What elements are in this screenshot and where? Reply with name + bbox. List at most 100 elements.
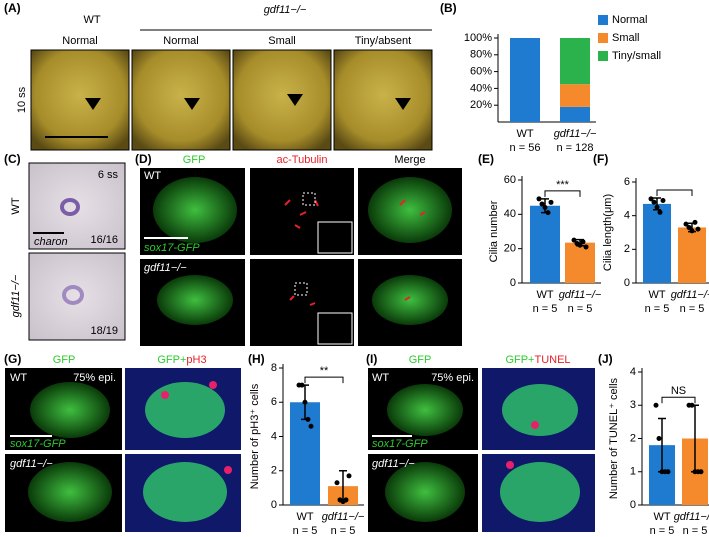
data-point (343, 497, 349, 503)
data-point (545, 210, 551, 216)
panel-label: (F) (593, 152, 608, 166)
significance-bracket (656, 189, 693, 196)
y-tick-label: 20 (504, 243, 516, 255)
y-tick-label: 0 (624, 277, 630, 289)
sample-size: n = 5 (331, 525, 356, 537)
sample-size: n = 5 (568, 303, 593, 315)
column-label: ac-Tubulin (277, 154, 328, 166)
panel-label: (A) (4, 1, 21, 15)
data-point (686, 224, 692, 230)
data-point (689, 228, 695, 234)
x-tick-label: WT (536, 289, 553, 301)
bar (643, 203, 671, 283)
legend-swatch (598, 33, 608, 43)
data-point (689, 402, 695, 408)
data-point (548, 199, 554, 205)
line-label: sox17-GFP (144, 242, 200, 254)
x-tick-label: WT (516, 128, 533, 140)
wt-label: WT (144, 170, 161, 182)
data-point (665, 469, 671, 475)
data-point (580, 239, 586, 245)
panel-a: (A) WT gdf11−/− Normal Normal Small Tiny… (4, 1, 433, 151)
mutant-label: gdf11−/− (144, 262, 187, 274)
wt-label: WT (83, 14, 100, 26)
panel-label: (I) (366, 352, 377, 366)
sample-size: n = 5 (650, 525, 675, 537)
bar-segment (560, 106, 590, 122)
panel-d: (D) GFP ac-Tubulin Merge WT sox17-GFP gd… (135, 152, 462, 346)
bar-segment (510, 38, 540, 122)
panel-label: (H) (248, 352, 265, 366)
column-label: Merge (394, 154, 425, 166)
data-point (302, 399, 308, 405)
data-point (698, 469, 704, 475)
x-tick-label: gdf11−/− (554, 128, 597, 140)
data-point (308, 423, 314, 429)
stage-label: 75% epi. (73, 372, 116, 384)
panel-label: (J) (598, 352, 613, 366)
wt-label: WT (372, 372, 389, 384)
wt-label: WT (10, 372, 27, 384)
data-point (536, 196, 542, 202)
y-tick-label: 4 (630, 366, 636, 378)
y-tick-label: 2 (624, 243, 630, 255)
legend-swatch (598, 51, 608, 61)
significance: *** (556, 179, 570, 191)
data-point (299, 382, 305, 388)
stage-label: 10 ss (16, 86, 28, 113)
bar (678, 227, 706, 283)
significance-bracket (544, 190, 581, 197)
y-tick-label: 100% (464, 32, 492, 44)
x-tick-label: gdf11−/− (674, 511, 709, 523)
bar-segment (560, 38, 590, 85)
y-tick-label: 0 (630, 499, 636, 511)
column-label: GFP (183, 154, 206, 166)
column-label: GFP (53, 354, 76, 366)
mutant-label: gdf11−/− (10, 458, 53, 470)
mutant-label: gdf11−/− (264, 4, 307, 16)
mutant-label: gdf11−/− (10, 274, 22, 317)
data-point (657, 209, 663, 215)
data-point (539, 201, 545, 207)
sample-size: n = 128 (556, 142, 593, 154)
data-point (577, 242, 583, 248)
data-point (542, 204, 548, 210)
panel-label: (D) (135, 152, 152, 166)
panel-label: (G) (4, 352, 21, 366)
data-point (648, 196, 654, 202)
sample-size: n = 56 (510, 142, 541, 154)
y-tick-label: 4 (624, 210, 630, 222)
panel-c: (C) 6 ss WT charon 16/16 gdf11−/− 18/19 (4, 152, 126, 341)
sample-size: n = 5 (533, 303, 558, 315)
embryo-images (30, 49, 433, 151)
data-point (654, 204, 660, 210)
column-label: Small (268, 35, 296, 47)
y-tick-label: 1 (630, 466, 636, 478)
data-point (583, 244, 589, 250)
sample-size: n = 5 (680, 303, 705, 315)
x-tick-label: gdf11−/− (322, 511, 365, 523)
significance: ** (320, 365, 329, 377)
y-tick-label: 60 (504, 174, 516, 186)
y-tick-label: 2 (271, 465, 277, 477)
legend-label: Small (612, 32, 640, 44)
bar-segment (560, 84, 590, 107)
data-point (653, 402, 659, 408)
stage-label: 75% epi. (431, 372, 474, 384)
y-axis-label: Number of pH3⁺ cells (249, 383, 261, 489)
y-tick-label: 0 (510, 277, 516, 289)
y-tick-label: 20% (470, 99, 492, 111)
y-axis-label: Number of TUNEL⁺ cells (608, 377, 620, 499)
y-tick-label: 80% (470, 49, 492, 61)
data-point (651, 199, 657, 205)
data-point (334, 480, 340, 486)
data-point (692, 219, 698, 225)
y-tick-label: 60% (470, 66, 492, 78)
x-tick-label: WT (296, 511, 313, 523)
column-label: Normal (163, 35, 198, 47)
count-label: 18/19 (90, 325, 118, 337)
panel-label: (B) (440, 1, 457, 15)
panel-label: (E) (478, 152, 494, 166)
